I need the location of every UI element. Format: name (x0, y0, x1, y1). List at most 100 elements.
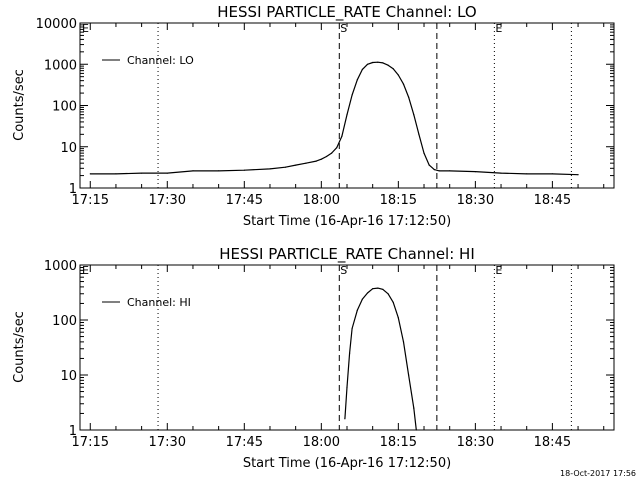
panel1-data-point (351, 94, 353, 96)
panel2-data-point (344, 418, 346, 420)
panel1-data-point (192, 170, 194, 172)
panel1-y-tick-label: 1000 (44, 58, 77, 73)
panel2-data-point (382, 288, 384, 290)
panel2-x-tick-label: 17:30 (149, 435, 186, 450)
panel1-data-point (243, 169, 245, 171)
panel1-data-point (397, 74, 399, 76)
panel2-data-point (372, 288, 374, 290)
panel1-marker-end: E (495, 22, 502, 35)
panel1-y-tick-label: 100 (52, 100, 77, 115)
panel1-marker-e-left: E (82, 22, 89, 35)
panel2-data-point (349, 352, 351, 354)
panel1-data-point (526, 173, 528, 175)
panel1-x-tick-label: 18:15 (380, 193, 417, 208)
panel1-data-point (305, 162, 307, 164)
panel1-data-point (366, 63, 369, 65)
panel1-data-point (551, 173, 554, 175)
panel2-data-point (377, 287, 379, 289)
panel2-y-tick-label: 100 (52, 314, 77, 329)
panel1-y-tick-label: 10 (60, 141, 77, 156)
panel1-data-point (377, 61, 379, 63)
panel1-data-point (428, 164, 430, 166)
panel1-x-tick-label: 18:30 (457, 193, 494, 208)
panel2-marker-end: E (495, 264, 502, 277)
panel2-marker-e-left: E (82, 264, 89, 277)
panel2-y-axis-label: Counts/sec (12, 311, 27, 383)
panel2-data-point (351, 327, 353, 330)
panel1-x-tick-label: 17:45 (226, 193, 263, 208)
panel1-data-point (141, 172, 143, 174)
panel1-data-point (295, 164, 297, 166)
panel1-data-point (166, 172, 168, 174)
panel1-data-point (320, 158, 322, 160)
panel1-plot-frame (79, 22, 615, 189)
panel1-data-point (438, 170, 440, 172)
panel1-x-axis-label: Start Time (16-Apr-16 17:12:50) (243, 214, 451, 229)
panel1-data-point (500, 172, 502, 174)
panel1-x-tick-label: 18:00 (303, 193, 340, 208)
panel1-data-point (382, 62, 384, 64)
panel1-data-point (408, 96, 410, 98)
panel2-data-point (387, 293, 389, 295)
panel2-y-tick-label: 10 (60, 369, 77, 384)
panel1-y-tick-label: 1 (69, 182, 77, 197)
panel2-data-point (366, 292, 369, 294)
panel2-data-point (392, 301, 394, 303)
panel2-y-tick-label: 1000 (44, 259, 77, 274)
panel2-x-tick-label: 17:45 (226, 435, 263, 450)
panel1-data-point (423, 152, 425, 154)
panel1-x-tick-label: 17:30 (149, 193, 186, 208)
panel1-data-point (577, 174, 579, 176)
panel2-x-tick-label: 18:15 (380, 435, 417, 450)
panel1-data-point (325, 155, 328, 158)
panel1-data-point (315, 160, 317, 162)
panel1-data-point (269, 168, 271, 170)
panel1-data-point (284, 166, 286, 168)
panel1-data-point (433, 169, 435, 171)
panel2-title: HESSI PARTICLE_RATE Channel: HI (219, 245, 475, 264)
panel2-data-point (346, 386, 348, 388)
panel1-data-point (115, 173, 117, 175)
panel1-legend-label: Channel: LO (127, 54, 194, 67)
panel1-data-point (361, 68, 363, 70)
panel2-x-tick-label: 18:30 (457, 435, 494, 450)
panel1-data-point (341, 135, 343, 137)
panel2-data-point (402, 341, 405, 343)
panel1-data-point (392, 68, 394, 70)
panel1-data-point (336, 147, 338, 149)
panel1-data-point (387, 64, 389, 66)
panel1-data-point (413, 114, 415, 116)
panel1-data-point (372, 61, 374, 64)
panel2-x-tick-label: 18:00 (303, 435, 340, 450)
panel1-data-point (89, 173, 91, 175)
panel1-x-tick-label: 18:45 (534, 193, 571, 208)
panel1-data-point (402, 83, 405, 85)
panel1-data-point (474, 171, 476, 173)
panel2-legend-label: Channel: HI (127, 296, 191, 309)
panel2-data-point (397, 317, 399, 319)
panel1-data-point (331, 152, 333, 154)
panel2-x-tick-label: 17:15 (72, 435, 109, 450)
panel1-data-point (346, 114, 348, 116)
panel1-data-point (356, 79, 358, 81)
panel1-y-axis-label: Counts/sec (12, 69, 27, 141)
panel1-series-line (90, 61, 579, 176)
panel2-series-line (344, 287, 417, 431)
panel1-title: HESSI PARTICLE_RATE Channel: LO (217, 3, 476, 22)
timestamp: 18-Oct-2017 17:56 (560, 469, 636, 478)
panel2-y-tick-label: 1 (69, 424, 77, 439)
panel2-data-point (361, 298, 363, 300)
panel1-y-tick-label: 10000 (36, 17, 77, 32)
panel2-data-point (413, 407, 415, 409)
panel1-data-point (218, 170, 220, 172)
panel2-marker-start: S (340, 264, 347, 277)
panel1-marker-start: S (340, 22, 347, 35)
panel2-plot-frame (79, 264, 615, 431)
panel2-x-tick-label: 18:45 (534, 435, 571, 450)
panel2-data-point (415, 429, 417, 431)
panel1-data-point (449, 170, 451, 172)
panel1-data-point (418, 133, 420, 135)
panel2-data-point (408, 374, 410, 376)
panel2-data-point (356, 309, 358, 311)
